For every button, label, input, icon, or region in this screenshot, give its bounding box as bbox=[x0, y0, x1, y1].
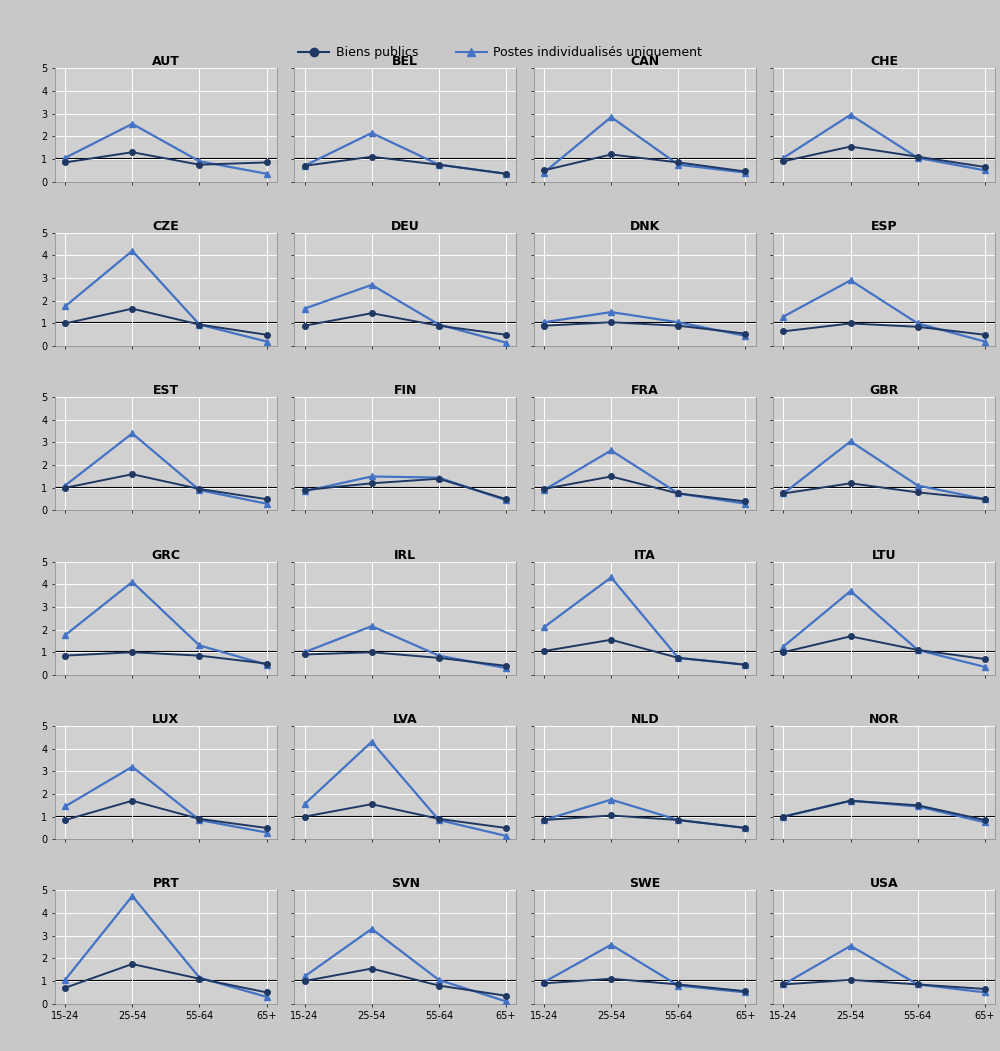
Title: PRT: PRT bbox=[152, 878, 179, 890]
Title: DNK: DNK bbox=[630, 220, 660, 232]
Title: NOR: NOR bbox=[869, 713, 899, 726]
Title: LTU: LTU bbox=[872, 549, 896, 561]
Title: ESP: ESP bbox=[871, 220, 897, 232]
Title: FIN: FIN bbox=[394, 384, 417, 397]
Legend: Biens publics, Postes individualisés uniquement: Biens publics, Postes individualisés uni… bbox=[293, 41, 707, 64]
Title: NLD: NLD bbox=[630, 713, 659, 726]
Title: AUT: AUT bbox=[152, 56, 180, 68]
Title: CZE: CZE bbox=[152, 220, 179, 232]
Title: CAN: CAN bbox=[630, 56, 659, 68]
Title: GRC: GRC bbox=[151, 549, 180, 561]
Title: SVN: SVN bbox=[391, 878, 420, 890]
Title: BEL: BEL bbox=[392, 56, 418, 68]
Title: DEU: DEU bbox=[391, 220, 420, 232]
Title: USA: USA bbox=[870, 878, 898, 890]
Title: GBR: GBR bbox=[869, 384, 899, 397]
Title: LVA: LVA bbox=[393, 713, 418, 726]
Title: FRA: FRA bbox=[631, 384, 659, 397]
Title: ITA: ITA bbox=[634, 549, 656, 561]
Title: SWE: SWE bbox=[629, 878, 660, 890]
Title: EST: EST bbox=[153, 384, 179, 397]
Title: CHE: CHE bbox=[870, 56, 898, 68]
Title: LUX: LUX bbox=[152, 713, 179, 726]
Title: IRL: IRL bbox=[394, 549, 416, 561]
